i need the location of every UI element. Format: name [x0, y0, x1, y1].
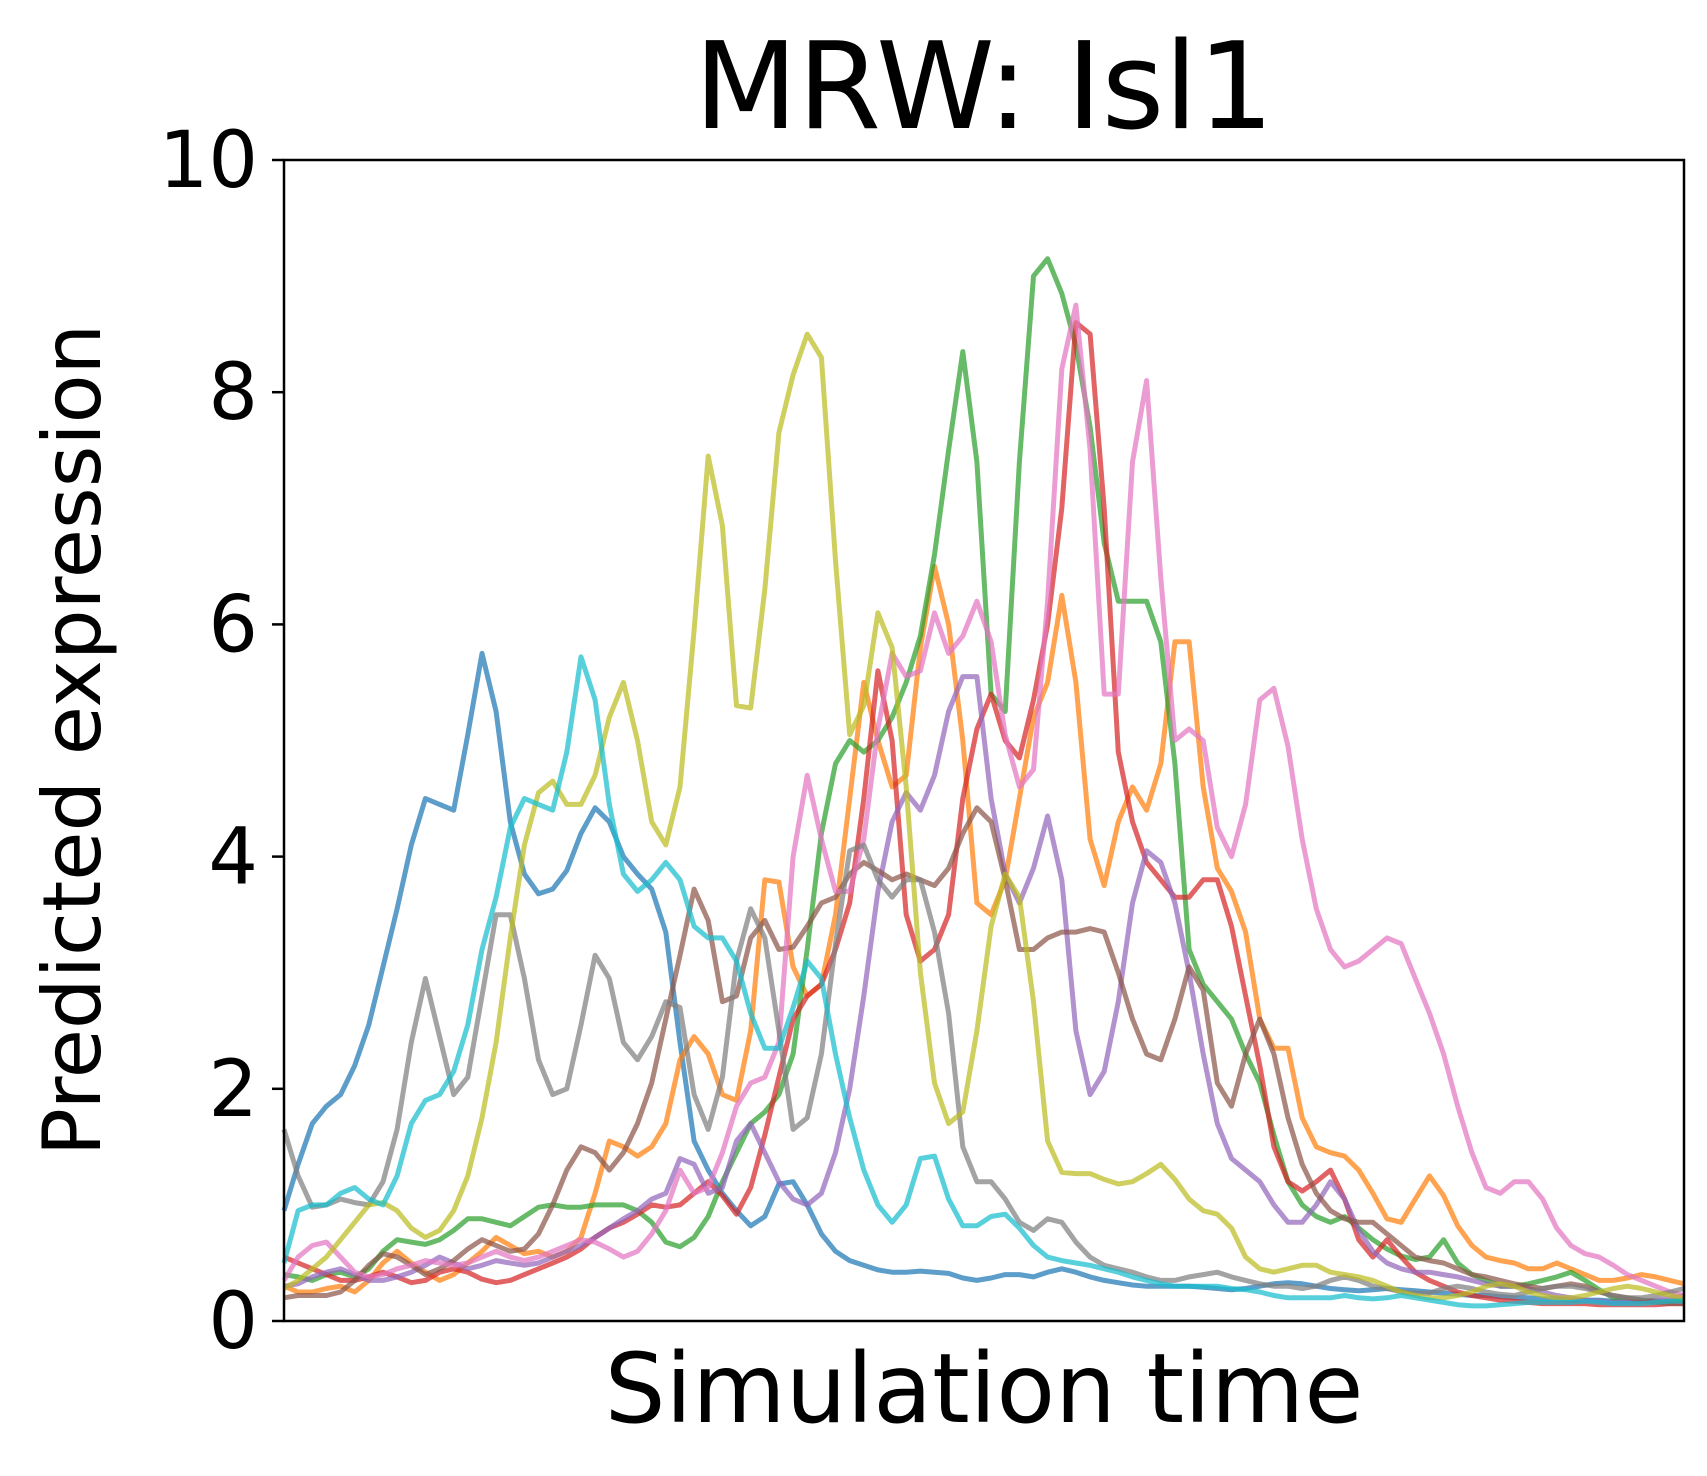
y-axis-label: Predicted expression: [26, 324, 119, 1157]
series-line-8: [281, 842, 1685, 1301]
y-tick-label: 0: [208, 1277, 258, 1367]
series-line-7: [281, 302, 1685, 1298]
chart-title: MRW: Isl1: [694, 18, 1274, 157]
y-tick-label: 10: [159, 116, 258, 206]
series-line-6: [283, 805, 1684, 1307]
series-layer: [281, 256, 1685, 1309]
x-axis-label: Simulation time: [605, 1333, 1364, 1445]
series-line-10: [281, 654, 1684, 1309]
plot-frame: [282, 158, 1686, 1323]
y-tick-label: 2: [208, 1045, 258, 1135]
series-line-3: [283, 256, 1685, 1304]
y-tick-label: 4: [208, 813, 258, 903]
y-axis: 0 2 4 6 8 10: [159, 116, 284, 1367]
series-line-5: [283, 674, 1685, 1305]
series-line-9: [282, 331, 1685, 1301]
y-tick-label: 8: [208, 348, 258, 438]
series-line-1: [281, 650, 1685, 1304]
y-tick-label: 6: [208, 580, 258, 670]
